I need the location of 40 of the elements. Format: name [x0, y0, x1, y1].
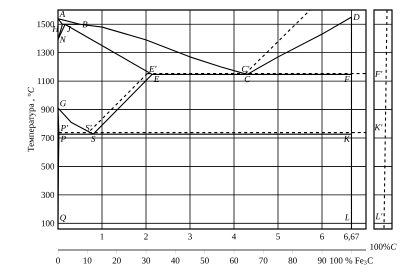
y-tick-label: 300	[41, 192, 54, 198]
x-tick-label: 1	[100, 234, 104, 240]
y-tick-label: 500	[42, 163, 54, 170]
y-tick-label: 700	[42, 134, 54, 142]
x-tick-label: 2	[144, 234, 148, 240]
text: K'	[374, 124, 382, 130]
y-tick-label: 100	[42, 220, 54, 226]
x2-tick-label: 40	[171, 258, 180, 264]
x2-tick-label: 50	[200, 258, 209, 264]
x2-tick-label: 10	[84, 258, 92, 264]
x2-tick-label: 100 % Fe$_{3}$C	[330, 258, 373, 265]
x-tick-label: 6	[320, 234, 324, 240]
y-tick-label: 1500	[37, 21, 54, 28]
annotation: A	[59, 11, 66, 17]
annotation: P'	[60, 125, 68, 131]
x-tick-label: 4	[232, 234, 236, 240]
y-axis-title: Температура , °C	[28, 87, 36, 152]
annotation: D	[353, 14, 360, 20]
text: 100%C	[370, 244, 396, 250]
text: L'	[375, 213, 382, 220]
annotation: Q	[60, 214, 66, 222]
x2-tick-label: 20	[112, 258, 121, 264]
text: F'	[374, 71, 382, 77]
annotation: N	[60, 36, 66, 43]
x2-tick-label: 0	[56, 258, 60, 264]
x2-tick-label: 60	[230, 258, 238, 264]
y-tick-label: 1300	[37, 50, 54, 56]
annotation: G	[60, 100, 66, 106]
annotation: L	[344, 214, 350, 220]
annotation: E'	[148, 66, 157, 72]
y-tick-label: 1100	[38, 78, 54, 84]
y-tick-label: 900	[41, 106, 54, 113]
x2-tick-label: 80	[288, 258, 297, 264]
x-tick-label: 3	[188, 234, 192, 240]
x2-tick-label: 30	[142, 258, 150, 264]
x-tick-label: 5	[276, 234, 280, 240]
x-tick-label: 6,67	[344, 234, 360, 241]
annotation: C'	[242, 66, 250, 72]
x2-tick-label: 70	[259, 258, 268, 264]
x2-tick-label: 90	[318, 258, 326, 264]
